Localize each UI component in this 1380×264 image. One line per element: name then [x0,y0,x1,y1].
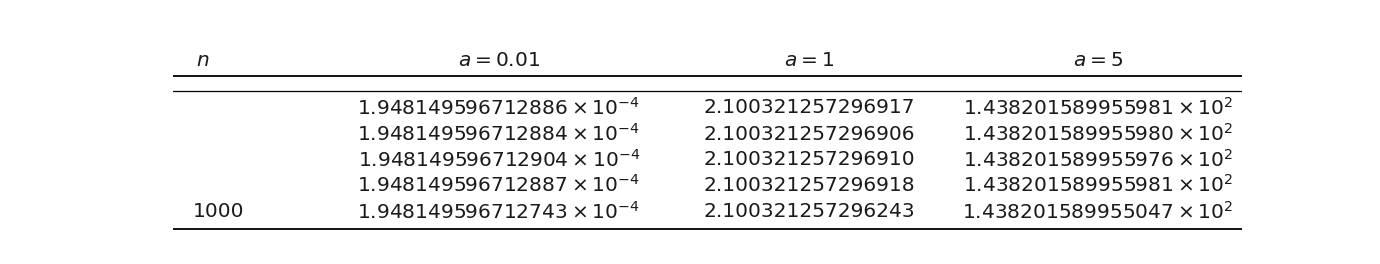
Text: $a = 0.01$: $a = 0.01$ [458,51,540,70]
Text: $a = 5$: $a = 5$ [1072,51,1123,70]
Text: 2.100321257296243: 2.100321257296243 [702,202,915,221]
Text: $1.438201589955976 \times 10^{2}$: $1.438201589955976 \times 10^{2}$ [962,149,1232,171]
Text: $1.948149596712904 \times 10^{-4}$: $1.948149596712904 \times 10^{-4}$ [357,149,640,171]
Text: $1.948149596712743 \times 10^{-4}$: $1.948149596712743 \times 10^{-4}$ [357,201,640,223]
Text: $1.948149596712884 \times 10^{-4}$: $1.948149596712884 \times 10^{-4}$ [357,123,640,145]
Text: $1.948149596712886 \times 10^{-4}$: $1.948149596712886 \times 10^{-4}$ [357,97,640,119]
Text: $1.948149596712887 \times 10^{-4}$: $1.948149596712887 \times 10^{-4}$ [357,174,640,196]
Text: $1.438201589955981 \times 10^{2}$: $1.438201589955981 \times 10^{2}$ [962,97,1232,119]
Text: 2.100321257296918: 2.100321257296918 [702,176,915,195]
Text: $n$: $n$ [196,51,210,70]
Text: $1.438201589955047 \times 10^{2}$: $1.438201589955047 \times 10^{2}$ [962,201,1234,223]
Text: 2.100321257296910: 2.100321257296910 [702,150,915,169]
Text: 2.100321257296917: 2.100321257296917 [702,98,915,117]
Text: $1.438201589955981 \times 10^{2}$: $1.438201589955981 \times 10^{2}$ [962,174,1232,196]
Text: $a = 1$: $a = 1$ [784,51,834,70]
Text: 2.100321257296906: 2.100321257296906 [702,125,915,144]
Text: $1.438201589955980 \times 10^{2}$: $1.438201589955980 \times 10^{2}$ [962,123,1232,145]
Text: 1000: 1000 [193,202,244,221]
